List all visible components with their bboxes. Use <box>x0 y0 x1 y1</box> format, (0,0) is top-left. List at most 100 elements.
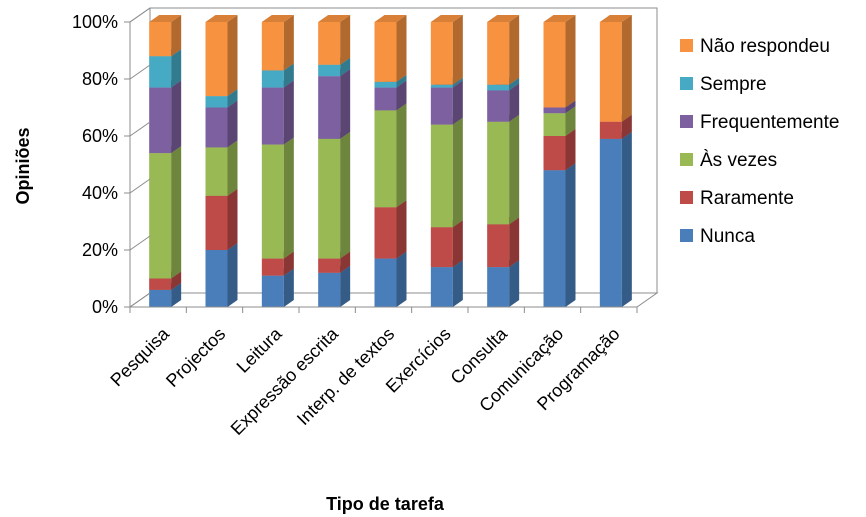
chart-legend: Não respondeu Sempre Frequentemente Às veze… <box>680 36 839 247</box>
y-tick-label: 0% <box>92 297 118 317</box>
bar-front <box>430 267 453 307</box>
bar-segment <box>543 15 576 108</box>
x-tick-label: Leitura <box>233 323 287 377</box>
y-axis-title: Opiniões <box>13 127 33 204</box>
bar-segment <box>487 15 520 85</box>
bar-front <box>318 258 341 273</box>
bar-side <box>283 15 294 71</box>
legend-label: Nunca <box>700 226 755 247</box>
bar-stack <box>205 15 238 307</box>
bar-front <box>205 195 228 250</box>
bar-side <box>396 15 407 82</box>
bar-side <box>283 268 294 307</box>
bar-front <box>487 267 510 307</box>
legend-label: Raramente <box>700 188 794 209</box>
bar-segment <box>205 15 238 97</box>
bar-segment <box>599 15 632 122</box>
bar-segment <box>374 15 407 82</box>
bar-side <box>509 77 520 91</box>
bar-side <box>396 74 407 88</box>
bar-front <box>543 136 566 171</box>
bar-front <box>543 113 566 136</box>
legend-swatch <box>680 229 693 242</box>
bar-side <box>509 260 520 307</box>
bar-side <box>565 15 576 108</box>
x-tick-label: Pesquisa <box>106 323 173 390</box>
bar-front <box>318 22 341 65</box>
bar-front <box>205 96 228 108</box>
bar-front <box>149 56 172 88</box>
bar-front <box>487 90 510 122</box>
bar-front <box>261 87 284 145</box>
legend-swatch <box>680 77 693 90</box>
bar-segment <box>318 69 351 139</box>
y-tick-depth <box>129 235 151 251</box>
bar-side <box>509 217 520 268</box>
y-tick-label: 100% <box>72 12 118 32</box>
bar-front <box>599 121 622 139</box>
bar-front <box>543 22 566 108</box>
bar-top <box>487 15 520 22</box>
bar-side <box>509 83 520 122</box>
y-tick-depth <box>129 292 151 308</box>
y-tick-label: 60% <box>82 126 118 146</box>
bar-front <box>149 22 172 57</box>
legend-swatch <box>680 191 693 204</box>
bar-segment <box>374 200 407 259</box>
legend-label: Não respondeu <box>700 36 830 57</box>
bar-segment <box>374 251 407 307</box>
bar-front <box>261 22 284 71</box>
y-axis: 0% 20% 40% 60% 80% 100% <box>72 7 151 317</box>
bar-top <box>430 15 463 22</box>
bar-segment <box>430 15 463 85</box>
legend-swatch <box>680 153 693 166</box>
bar-side <box>621 114 632 139</box>
bar-front <box>149 87 172 154</box>
bar-side <box>227 89 238 108</box>
y-tick-depth <box>129 121 151 137</box>
bar-segment <box>487 217 520 268</box>
bar-front <box>374 207 397 259</box>
bar-front <box>543 107 566 114</box>
bar-side <box>340 265 351 307</box>
bar-side <box>283 137 294 259</box>
bar-side <box>452 80 463 125</box>
bar-segment <box>430 117 463 228</box>
bar-side <box>396 251 407 307</box>
bar-side <box>227 15 238 97</box>
bar-front <box>487 224 510 268</box>
bar-segment <box>261 137 294 259</box>
bar-side <box>283 251 294 276</box>
bar-front <box>430 22 453 85</box>
bar-stack <box>374 15 407 307</box>
bar-front <box>318 138 341 259</box>
bar-side <box>283 63 294 88</box>
bar-segment <box>205 140 238 196</box>
bar-side <box>340 131 351 259</box>
x-tick-label: Interp. de textos <box>293 324 398 429</box>
bar-side <box>171 146 182 279</box>
bar-front <box>149 289 172 307</box>
bar-segment <box>205 243 238 307</box>
bar-front <box>261 275 284 307</box>
bar-stack <box>149 15 182 307</box>
bar-segment <box>205 188 238 250</box>
bar-front <box>261 144 284 259</box>
bar-segment <box>149 146 182 279</box>
bar-front <box>205 147 228 196</box>
bar-front <box>487 84 510 91</box>
bar-side <box>565 106 576 136</box>
bar-segment <box>487 260 520 307</box>
legend-item: Nunca <box>680 226 755 247</box>
bar-front <box>599 138 622 307</box>
bar-segment <box>543 163 576 307</box>
bar-segment <box>318 15 351 65</box>
bar-segment <box>599 131 632 307</box>
bar-front <box>487 22 510 85</box>
bar-side <box>171 282 182 307</box>
bar-segment <box>261 80 294 145</box>
bar-top <box>318 15 351 22</box>
bar-side <box>452 15 463 85</box>
bar-front <box>374 110 397 208</box>
